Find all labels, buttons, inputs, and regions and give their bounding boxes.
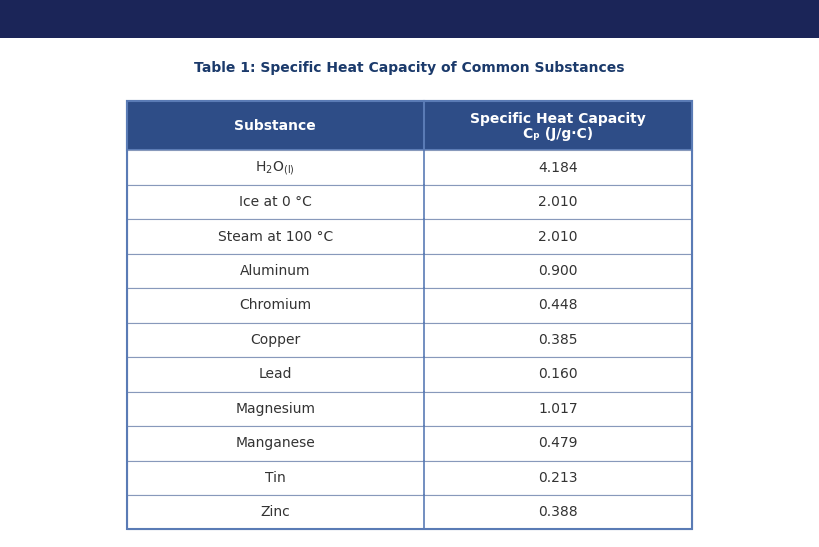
Text: Table 1: Specific Heat Capacity of Common Substances: Table 1: Specific Heat Capacity of Commo… bbox=[194, 61, 625, 75]
Text: Chromium: Chromium bbox=[239, 299, 311, 312]
Text: Manganese: Manganese bbox=[235, 437, 315, 450]
Text: 0.900: 0.900 bbox=[538, 264, 577, 278]
Text: Lead: Lead bbox=[259, 368, 292, 381]
Text: Cₚ (J/g·C): Cₚ (J/g·C) bbox=[523, 127, 593, 141]
Text: 0.448: 0.448 bbox=[538, 299, 577, 312]
Text: Magnesium: Magnesium bbox=[235, 402, 315, 416]
Text: 0.213: 0.213 bbox=[538, 471, 577, 485]
Text: Specific Heat Capacity: Specific Heat Capacity bbox=[470, 112, 645, 126]
Text: Ice at 0 °C: Ice at 0 °C bbox=[239, 195, 312, 209]
Text: Zinc: Zinc bbox=[260, 505, 290, 519]
Text: 0.388: 0.388 bbox=[538, 505, 577, 519]
Text: 2.010: 2.010 bbox=[538, 195, 577, 209]
Text: 1.017: 1.017 bbox=[538, 402, 577, 416]
Text: Copper: Copper bbox=[250, 333, 301, 347]
Text: 0.160: 0.160 bbox=[538, 368, 577, 381]
Text: 0.385: 0.385 bbox=[538, 333, 577, 347]
Text: Tin: Tin bbox=[265, 471, 286, 485]
Text: Aluminum: Aluminum bbox=[240, 264, 310, 278]
Text: 4.184: 4.184 bbox=[538, 161, 577, 174]
Text: Substance: Substance bbox=[234, 119, 316, 133]
Text: 2.010: 2.010 bbox=[538, 230, 577, 243]
Text: $\mathregular{H_2O_{(l)}}$: $\mathregular{H_2O_{(l)}}$ bbox=[256, 159, 295, 177]
Text: 0.479: 0.479 bbox=[538, 437, 577, 450]
Text: Steam at 100 °C: Steam at 100 °C bbox=[218, 230, 333, 243]
